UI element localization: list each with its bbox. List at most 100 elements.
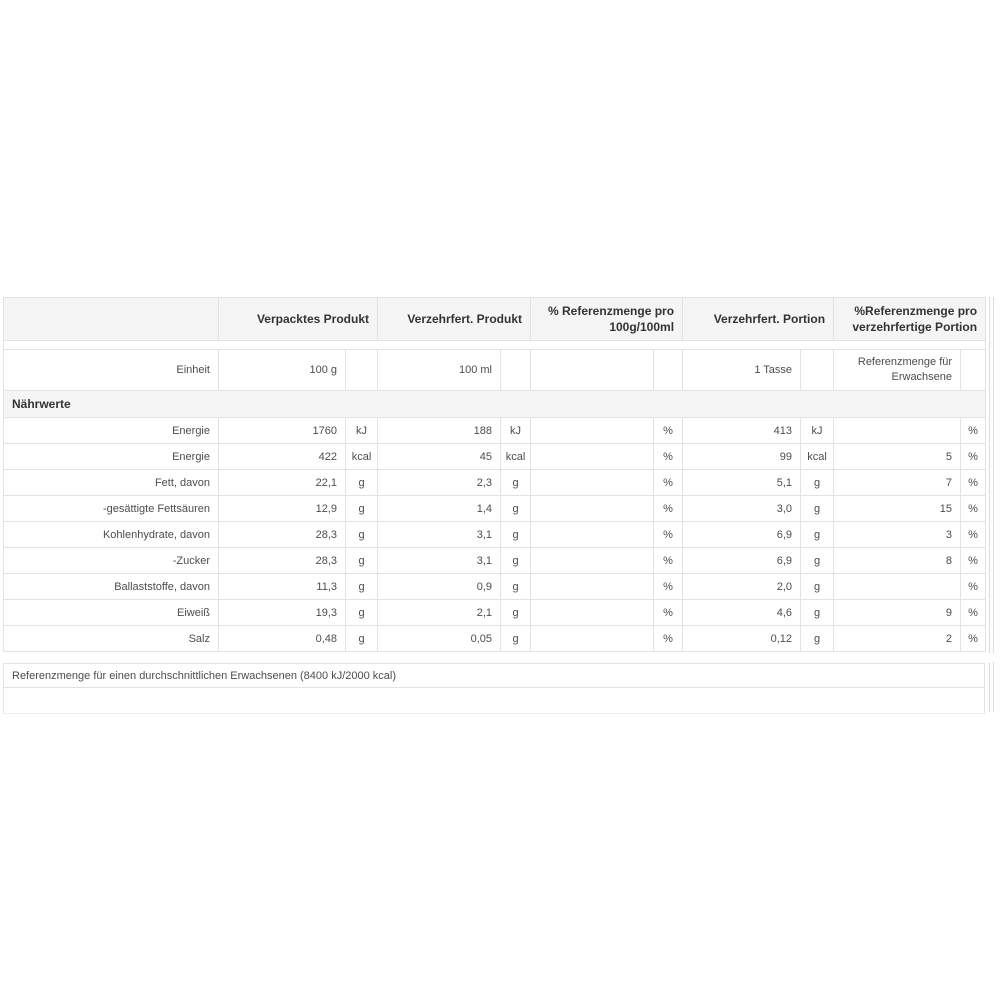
table-row: Energie 422 kcal 45 kcal % 99 kcal 5 % bbox=[3, 443, 987, 470]
unit-cell: g bbox=[345, 521, 378, 548]
value-cell: 12,9 bbox=[218, 495, 346, 522]
unit-cell: kJ bbox=[345, 417, 378, 444]
einheit-verzehrfertig-value: 100 ml bbox=[377, 349, 501, 391]
header-label-cell bbox=[3, 297, 219, 341]
unit-cell: % bbox=[960, 469, 987, 496]
unit-cell: % bbox=[960, 443, 987, 470]
table-row: Eiweiß 19,3 g 2,1 g % 4,6 g 9 % bbox=[3, 599, 987, 626]
footnote-text: Referenzmenge für einen durchschnittlich… bbox=[3, 663, 985, 688]
unit-cell: % bbox=[653, 495, 684, 522]
unit-cell: g bbox=[499, 547, 532, 574]
value-cell bbox=[530, 599, 655, 626]
unit-cell: % bbox=[960, 547, 987, 574]
einheit-referenz-value bbox=[530, 349, 655, 391]
value-cell: 2,0 bbox=[682, 573, 802, 600]
unit-cell: kJ bbox=[800, 417, 835, 444]
value-cell: 1760 bbox=[218, 417, 346, 444]
table-row: Fett, davon 22,1 g 2,3 g % 5,1 g 7 % bbox=[3, 469, 987, 496]
unit-cell: g bbox=[800, 547, 835, 574]
unit-cell: % bbox=[960, 573, 987, 600]
value-cell: 0,12 bbox=[682, 625, 802, 652]
row-label: Kohlenhydrate, davon bbox=[3, 521, 219, 548]
unit-cell: g bbox=[800, 599, 835, 626]
unit-cell: % bbox=[960, 625, 987, 652]
einheit-row: Einheit 100 g 100 ml 1 Tasse Referenzmen… bbox=[3, 349, 987, 391]
value-cell: 28,3 bbox=[218, 547, 346, 574]
value-cell bbox=[530, 443, 655, 470]
einheit-verpackt-unit bbox=[345, 349, 378, 391]
unit-cell: % bbox=[960, 521, 987, 548]
header-verzehrfert-portion: Verzehrfert. Portion bbox=[682, 297, 835, 341]
unit-cell: g bbox=[499, 521, 532, 548]
value-cell: 11,3 bbox=[218, 573, 346, 600]
row-label: Ballaststoffe, davon bbox=[3, 573, 219, 600]
value-cell bbox=[530, 495, 655, 522]
unit-cell: % bbox=[653, 547, 684, 574]
value-cell: 3,1 bbox=[377, 521, 501, 548]
unit-cell: % bbox=[960, 417, 987, 444]
value-cell: 8 bbox=[833, 547, 962, 574]
row-label: Energie bbox=[3, 417, 219, 444]
section-title: Nährwerte bbox=[2, 390, 987, 418]
unit-cell: g bbox=[345, 469, 378, 496]
spacer-row bbox=[2, 340, 987, 350]
unit-cell: g bbox=[499, 573, 532, 600]
value-cell bbox=[530, 625, 655, 652]
unit-cell: g bbox=[345, 573, 378, 600]
unit-cell: g bbox=[800, 469, 835, 496]
einheit-verzehrfertig-unit bbox=[499, 349, 532, 391]
header-verpacktes-produkt: Verpacktes Produkt bbox=[218, 297, 378, 341]
unit-cell: g bbox=[499, 495, 532, 522]
table-row: Energie 1760 kJ 188 kJ % 413 kJ % bbox=[3, 417, 987, 444]
value-cell bbox=[833, 573, 962, 600]
unit-cell: g bbox=[499, 469, 532, 496]
row-label: Einheit bbox=[3, 349, 219, 391]
header-referenzmenge-portion: %Referenzmenge pro verzehrfertige Portio… bbox=[833, 297, 987, 341]
unit-cell: g bbox=[499, 625, 532, 652]
unit-cell: % bbox=[653, 469, 684, 496]
unit-cell: % bbox=[653, 443, 684, 470]
value-cell: 2 bbox=[833, 625, 962, 652]
footnote-empty-row bbox=[3, 687, 985, 714]
value-cell bbox=[530, 547, 655, 574]
row-label: Eiweiß bbox=[3, 599, 219, 626]
table-row: -gesättigte Fettsäuren 12,9 g 1,4 g % 3,… bbox=[3, 495, 987, 522]
table-row: Ballaststoffe, davon 11,3 g 0,9 g % 2,0 … bbox=[3, 573, 987, 600]
section-header-row: Nährwerte bbox=[2, 390, 987, 418]
unit-cell: g bbox=[345, 495, 378, 522]
row-label: Fett, davon bbox=[3, 469, 219, 496]
row-label: Salz bbox=[3, 625, 219, 652]
unit-cell: g bbox=[800, 573, 835, 600]
footnote-empty-cell bbox=[3, 687, 985, 714]
unit-cell: kcal bbox=[800, 443, 835, 470]
unit-cell: kcal bbox=[345, 443, 378, 470]
unit-cell: g bbox=[345, 599, 378, 626]
nutrition-table: Verpacktes Produkt Verzehrfert. Produkt … bbox=[2, 297, 987, 652]
nutrition-content: Verpacktes Produkt Verzehrfert. Produkt … bbox=[2, 297, 987, 714]
unit-cell: % bbox=[653, 625, 684, 652]
value-cell: 7 bbox=[833, 469, 962, 496]
einheit-portion-value: 1 Tasse bbox=[682, 349, 802, 391]
unit-cell: % bbox=[653, 417, 684, 444]
einheit-verpackt-value: 100 g bbox=[218, 349, 346, 391]
value-cell: 0,9 bbox=[377, 573, 501, 600]
einheit-referenz-unit bbox=[653, 349, 684, 391]
unit-cell: g bbox=[800, 625, 835, 652]
unit-cell: g bbox=[800, 521, 835, 548]
table-header-row: Verpacktes Produkt Verzehrfert. Produkt … bbox=[3, 297, 987, 341]
footnote-row: Referenzmenge für einen durchschnittlich… bbox=[3, 663, 985, 688]
vertical-scrollbar[interactable] bbox=[989, 297, 994, 653]
value-cell: 45 bbox=[377, 443, 501, 470]
value-cell: 3 bbox=[833, 521, 962, 548]
value-cell bbox=[833, 417, 962, 444]
unit-cell: g bbox=[800, 495, 835, 522]
value-cell: 9 bbox=[833, 599, 962, 626]
vertical-scrollbar[interactable] bbox=[989, 662, 994, 712]
einheit-referenzportion-value: Referenzmenge für Erwachsene bbox=[833, 349, 962, 391]
value-cell: 3,1 bbox=[377, 547, 501, 574]
value-cell: 19,3 bbox=[218, 599, 346, 626]
header-verzehrfert-produkt: Verzehrfert. Produkt bbox=[376, 297, 532, 341]
unit-cell: g bbox=[499, 599, 532, 626]
value-cell: 5 bbox=[833, 443, 962, 470]
